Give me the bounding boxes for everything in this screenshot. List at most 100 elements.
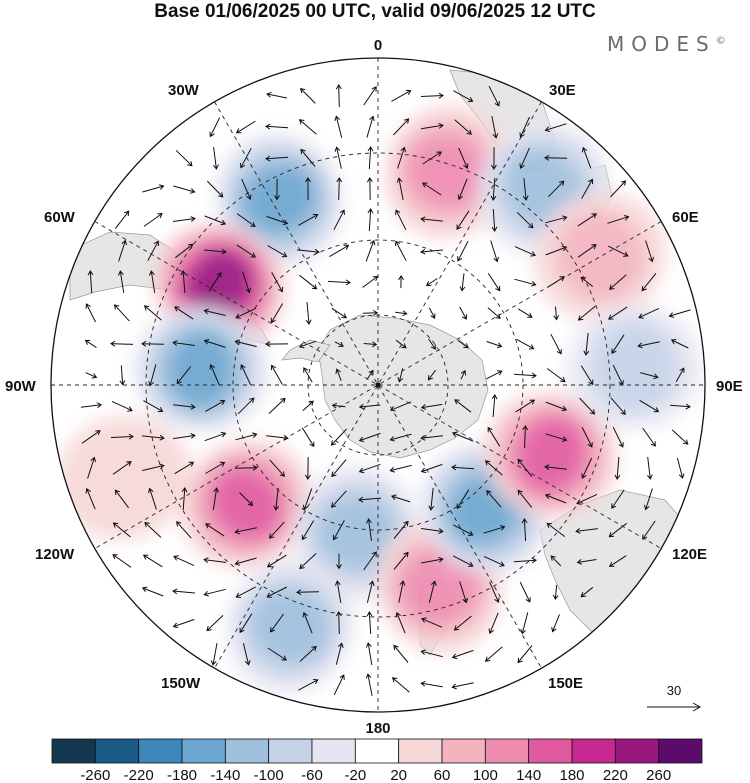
anomaly-center [227, 559, 353, 694]
wind-arrow [580, 365, 594, 386]
wind-arrow [362, 309, 379, 316]
wind-arrow [173, 403, 196, 410]
colorbar-swatch [484, 738, 530, 764]
wind-arrow [80, 402, 103, 409]
wind-arrow [460, 369, 467, 380]
wind-arrow [367, 146, 374, 170]
wind-arrow [608, 522, 628, 538]
wind-arrow [389, 433, 412, 442]
wind-arrow [513, 372, 537, 379]
map-boundary [50, 57, 706, 713]
wind-arrow [458, 147, 469, 169]
wind-arrow [110, 433, 134, 440]
wind-arrow [330, 428, 347, 446]
wind-arrow [143, 400, 164, 413]
wind-arrow [393, 118, 410, 136]
wind-arrow [544, 464, 567, 471]
wind-arrow [299, 274, 318, 290]
wind-arrow [521, 518, 528, 542]
anomaly-field [56, 104, 703, 694]
lon-label-30e: 30E [549, 82, 576, 99]
wind-arrow [366, 580, 375, 603]
wind-arrow [300, 148, 316, 167]
wind-arrow [397, 146, 406, 169]
wind-arrow [608, 274, 627, 290]
wind-arrow [421, 123, 444, 130]
wind-arrow [451, 431, 474, 442]
wind-arrow [173, 185, 196, 194]
wind-arrow [334, 146, 342, 169]
wind-arrow [111, 400, 133, 412]
wind-arrow [395, 240, 407, 261]
wind-arrow [112, 554, 132, 568]
wind-arrow [517, 308, 533, 318]
wind-arrow [545, 433, 568, 442]
wind-arrow [174, 461, 195, 475]
wind-arrow [234, 339, 257, 348]
wind-arrow [580, 276, 594, 287]
wind-arrow [206, 615, 224, 632]
wind-arrow [358, 463, 381, 474]
wind-arrow [583, 333, 590, 356]
wind-arrow [545, 401, 568, 412]
wind-arrow [391, 677, 410, 693]
wind-arrow [114, 489, 129, 509]
wind-arrow [334, 580, 342, 603]
wind-arrow [114, 210, 130, 230]
wind-arrow [608, 306, 628, 320]
lon-label-60e: 60E [672, 209, 699, 226]
wind-arrow [112, 522, 131, 538]
wind-arrow [427, 369, 436, 381]
wind-arrow [544, 154, 568, 161]
colorbar-swatch [528, 738, 573, 764]
wind-arrow [639, 399, 660, 413]
wind-arrow [367, 208, 374, 232]
wind-arrow [296, 589, 320, 596]
wind-arrow [237, 397, 255, 415]
colorbar-swatch [398, 738, 443, 764]
colorbar-tick-label: -260 [80, 767, 110, 783]
meridian-30w-150e [214, 101, 542, 669]
anomaly-contour [169, 331, 234, 408]
wind-arrow [483, 555, 505, 567]
wind-arrow [420, 216, 443, 223]
wind-arrow [395, 310, 408, 317]
wind-arrow [336, 553, 342, 570]
wind-arrow [490, 146, 497, 170]
meridian-30e-150w [214, 101, 542, 669]
wind-arrow [270, 364, 283, 385]
wind-arrow [488, 612, 499, 635]
wind-arrow [173, 555, 195, 567]
wind-arrow [241, 178, 252, 200]
wind-arrow [544, 493, 567, 504]
wind-arrow [428, 488, 435, 511]
anomaly-contour [407, 135, 488, 209]
wind-arrow [670, 339, 689, 349]
wind-arrow [647, 457, 653, 480]
wind-arrow [421, 528, 444, 534]
wind-arrow [363, 341, 378, 348]
wind-arrow [267, 647, 287, 661]
colorbar-tick-label: 220 [603, 767, 628, 783]
wind-arrow [203, 248, 227, 255]
wind-arrow [395, 339, 407, 349]
wind-arrow [517, 645, 533, 664]
wind-arrow [236, 244, 257, 258]
wind-arrow [519, 147, 530, 169]
wind-arrow [607, 215, 630, 224]
anomaly-contour [555, 211, 646, 303]
wind-arrow [87, 270, 94, 294]
wind-arrow [203, 588, 226, 597]
wind-arrow [487, 426, 501, 447]
wind-arrow [638, 307, 660, 319]
colorbar-tick-label: 100 [473, 767, 498, 783]
wind-arrow [268, 521, 285, 539]
wind-arrow [118, 239, 127, 262]
colorbar-swatch [51, 738, 96, 764]
wind-arrow [336, 177, 343, 201]
wind-arrow [641, 273, 657, 292]
wind-arrow [330, 490, 347, 508]
wind-arrow [303, 367, 313, 383]
wind-arrow [420, 680, 443, 688]
wind-arrow [204, 431, 227, 442]
